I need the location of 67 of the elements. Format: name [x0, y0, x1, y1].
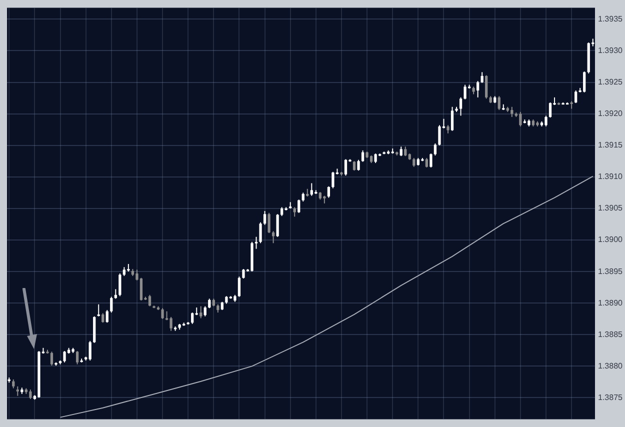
candlestick — [208, 298, 211, 309]
candlestick — [259, 222, 262, 244]
candlestick — [191, 312, 194, 324]
y-tick-label: 1.3890 — [598, 298, 624, 308]
candlestick — [276, 214, 279, 238]
candlestick — [361, 150, 364, 162]
y-tick-label: 1.3930 — [598, 46, 624, 55]
candlestick — [400, 146, 402, 157]
candlestick — [498, 96, 500, 111]
candlestick — [310, 182, 313, 196]
candlestick — [200, 306, 202, 319]
y-tick-label: 1.3885 — [598, 330, 624, 339]
candlestick — [161, 308, 164, 320]
candlestick — [450, 106, 454, 132]
candlestick — [76, 350, 79, 365]
candlestick — [480, 72, 484, 84]
candlestick — [29, 389, 32, 400]
y-tick-label: 1.3920 — [598, 109, 624, 118]
candlestick — [476, 80, 480, 98]
candlestick — [464, 84, 466, 100]
candlestick — [357, 159, 360, 172]
candlestick — [263, 210, 266, 226]
candlestick — [574, 90, 578, 104]
candlestick — [170, 316, 172, 332]
candlestick — [106, 310, 108, 324]
candlestick — [430, 153, 432, 168]
candlestick — [583, 71, 586, 93]
candlestick — [519, 111, 522, 127]
candlestick — [438, 124, 441, 146]
candlestick — [50, 351, 54, 366]
candlestick — [327, 186, 330, 198]
candlestick — [332, 171, 334, 189]
candlestick — [544, 115, 548, 127]
y-tick-label: 1.3895 — [598, 266, 624, 276]
candlestick — [102, 312, 104, 324]
y-tick-label: 1.3900 — [598, 235, 624, 244]
candlestick — [110, 296, 113, 314]
y-tick-label: 1.3910 — [598, 172, 624, 182]
candlestick — [425, 157, 428, 168]
candlestick — [88, 340, 92, 362]
y-tick-label: 1.3925 — [598, 77, 624, 86]
candlestick — [459, 96, 462, 116]
candlestick — [510, 106, 514, 118]
candlestick — [204, 306, 206, 317]
candlestick — [404, 146, 407, 157]
y-tick-label: 1.3915 — [598, 140, 624, 150]
candlestick — [63, 350, 66, 363]
candlestick — [148, 294, 152, 307]
candlestick — [114, 288, 117, 300]
candlestick — [485, 74, 488, 100]
candlestick — [140, 277, 143, 302]
candlestick — [344, 158, 348, 176]
y-tick-label: 1.3880 — [598, 361, 624, 370]
candlestick — [352, 160, 356, 172]
candlestick — [97, 304, 100, 317]
candlestick — [434, 142, 437, 156]
candlestick — [242, 268, 245, 279]
candlestick — [374, 153, 377, 164]
candlestick — [268, 212, 270, 234]
y-tick-label: 1.3905 — [598, 204, 624, 213]
candlestick — [298, 199, 300, 214]
y-tick-label: 1.3935 — [598, 14, 624, 24]
candlestick — [118, 272, 122, 297]
candlestick — [238, 276, 241, 298]
y-tick-label: 1.3875 — [598, 392, 624, 402]
candlestick — [548, 102, 552, 118]
candlestick — [16, 386, 19, 396]
